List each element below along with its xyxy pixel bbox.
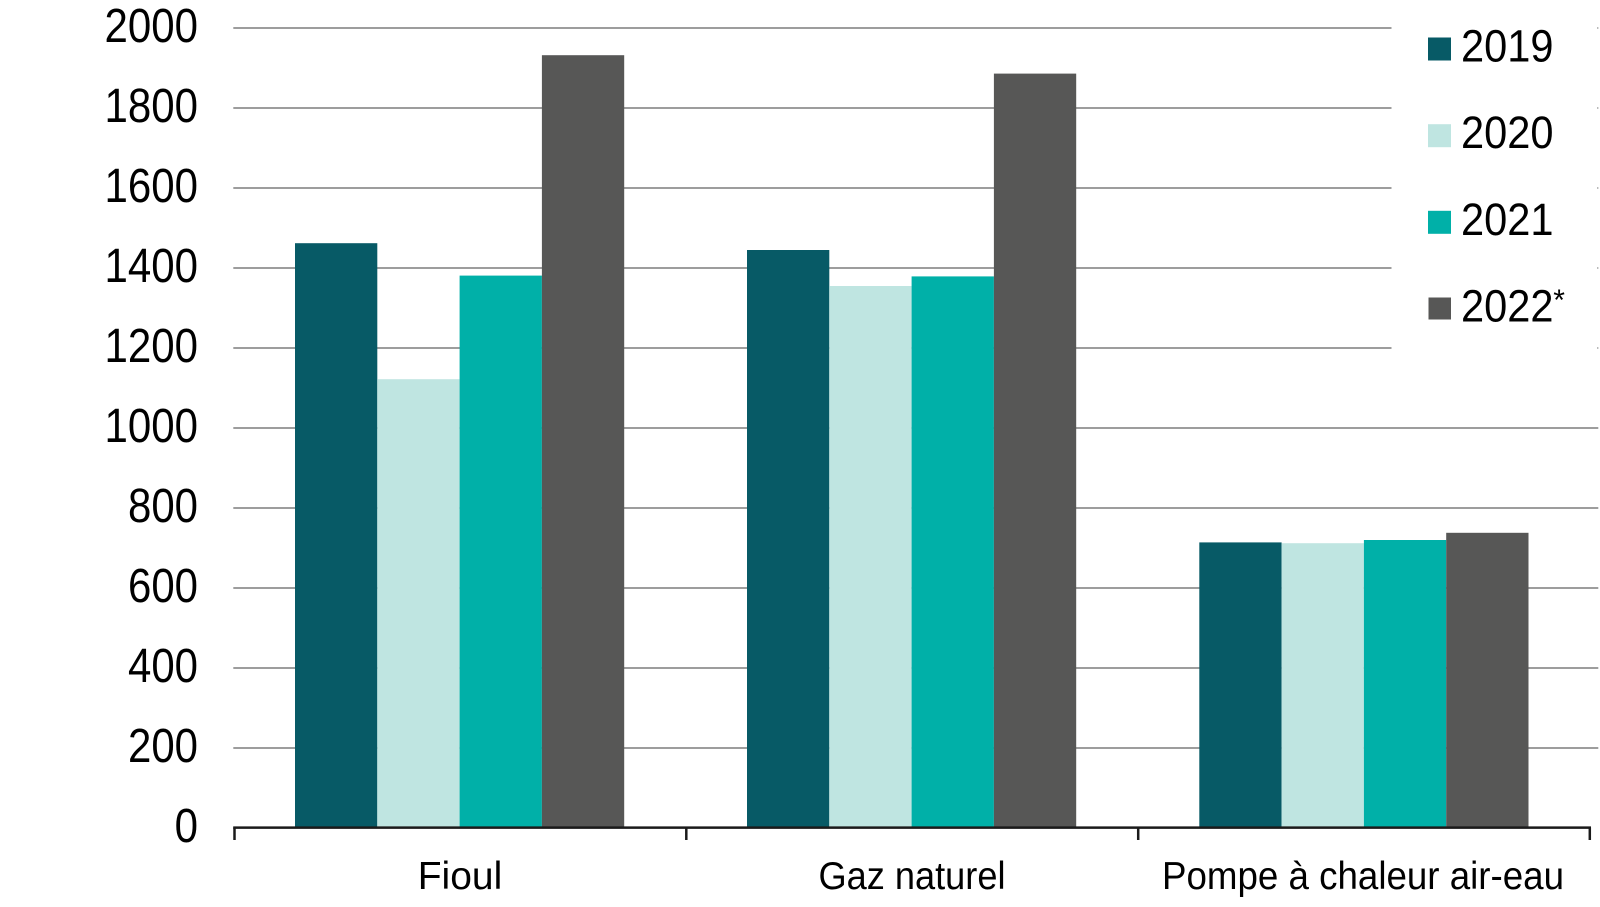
svg-text:1000: 1000 — [105, 400, 199, 453]
svg-text:1400: 1400 — [105, 240, 199, 293]
svg-text:1800: 1800 — [105, 80, 199, 133]
svg-text:2000: 2000 — [105, 0, 199, 53]
svg-text:1200: 1200 — [105, 320, 199, 373]
svg-text:800: 800 — [128, 480, 198, 533]
svg-text:0: 0 — [175, 800, 198, 853]
svg-text:Fioul: Fioul — [418, 855, 503, 898]
svg-text:600: 600 — [128, 560, 198, 613]
svg-text:2019: 2019 — [1461, 21, 1554, 72]
svg-text:200: 200 — [128, 720, 198, 773]
svg-text:Gaz naturel: Gaz naturel — [819, 855, 1006, 898]
svg-text:2022: 2022 — [1461, 280, 1554, 331]
svg-text:Pompe à chaleur air-eau: Pompe à chaleur air-eau — [1162, 855, 1564, 898]
svg-text:*: * — [1553, 284, 1565, 317]
svg-text:400: 400 — [128, 640, 198, 693]
svg-text:2021: 2021 — [1461, 194, 1554, 245]
svg-text:1600: 1600 — [105, 160, 199, 213]
svg-text:2020: 2020 — [1461, 107, 1554, 158]
